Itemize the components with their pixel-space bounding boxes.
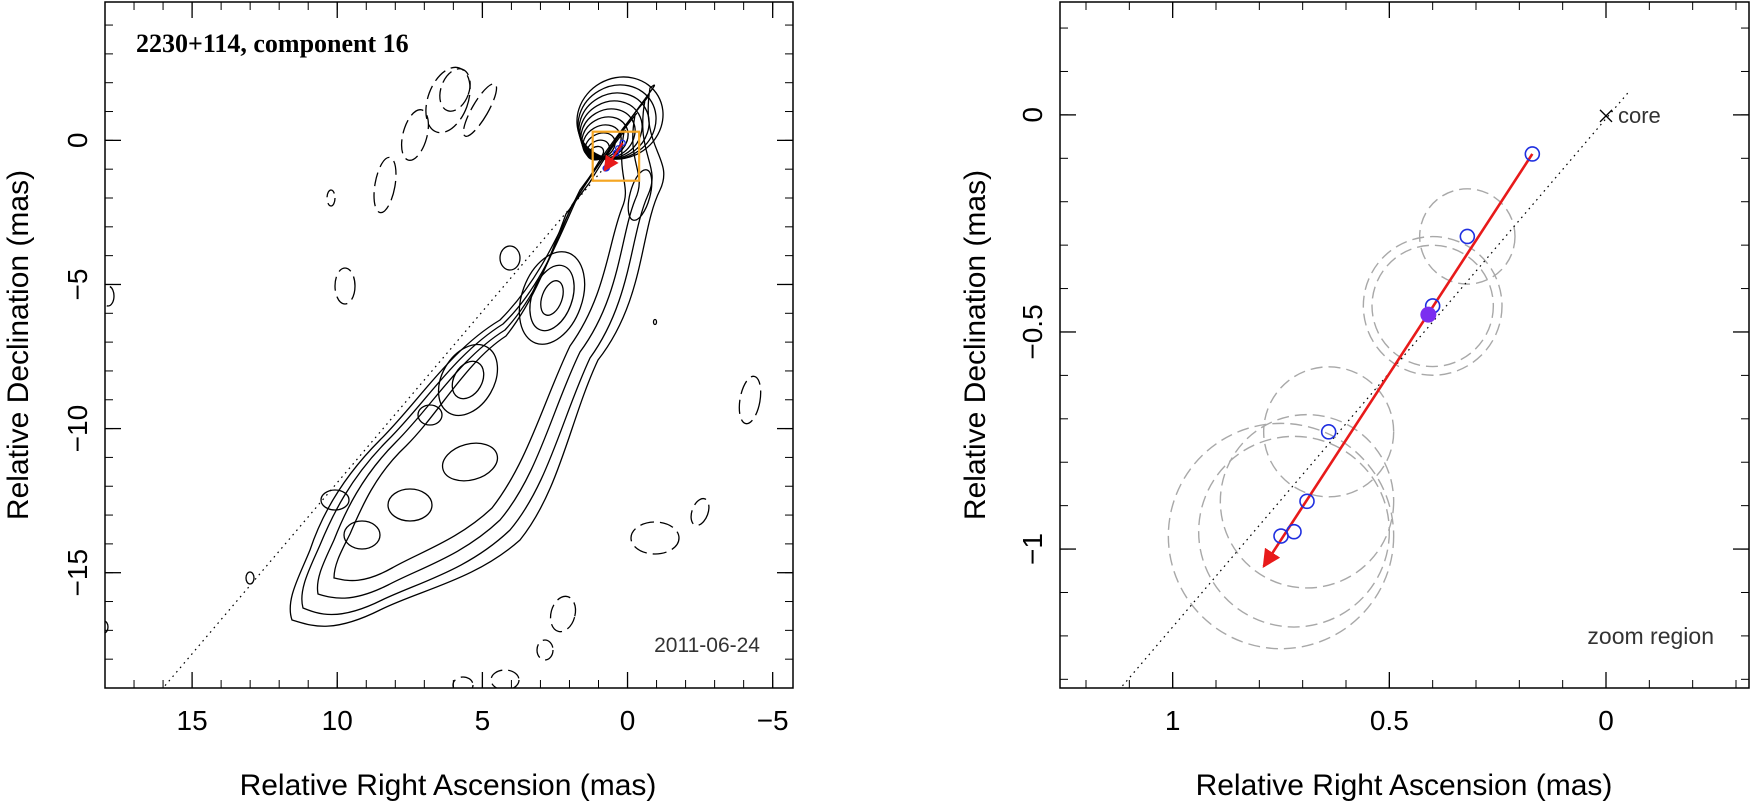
right-jet-axis-line [1120, 92, 1629, 688]
left-jet-axis-line [162, 139, 628, 689]
left-chart-title: 2230+114, component 16 [136, 29, 409, 58]
right-y-tick-label: 0 [1017, 107, 1048, 123]
right-position-circle [1262, 366, 1395, 498]
right-axis-ticks [1060, 2, 1749, 688]
right-x-axis-label: Relative Right Ascension (mas) [1196, 769, 1613, 802]
left-y-tick-label: 0 [62, 133, 93, 149]
right-y-tick-label: −0.5 [1017, 304, 1048, 359]
left-component-point [619, 139, 626, 147]
right-y-tick-label: −1 [1017, 533, 1048, 565]
left-x-tick-label: 5 [475, 705, 491, 736]
right-position-circle [1167, 422, 1395, 650]
left-x-tick-label: −5 [757, 705, 789, 736]
left-x-tick-label: 15 [177, 705, 208, 736]
left-y-tick-label: −15 [62, 549, 93, 597]
left-x-tick-label: 0 [620, 705, 636, 736]
right-tick-labels: 1 0.5 0 0 −0.5 −1 [1017, 107, 1614, 736]
left-panel: 15 10 5 0 −5 0 −5 −10 −15 2230+114, component 16… [2, 1, 794, 802]
right-component-points [1273, 146, 1541, 544]
right-component-point [1459, 228, 1476, 245]
right-plot-frame [1059, 1, 1750, 689]
right-x-tick-label: 1 [1165, 705, 1181, 736]
left-x-tick-label: 10 [322, 705, 353, 736]
right-panel: core 1 0.5 0 0 −0.5 −1 zoom region Relative R… [959, 1, 1750, 802]
right-mean-position [1420, 306, 1437, 323]
contour-map [105, 66, 762, 688]
left-plot-frame [104, 1, 794, 689]
left-x-axis-label: Relative Right Ascension (mas) [240, 769, 657, 802]
right-component-point [1524, 146, 1541, 162]
right-x-tick-label: 0 [1598, 705, 1614, 736]
right-position-circle [1418, 188, 1516, 285]
right-motion-vector [1262, 153, 1534, 568]
right-component-point [1299, 493, 1315, 510]
right-position-circles [1167, 188, 1516, 650]
right-component-point [1273, 528, 1289, 544]
left-tick-labels: 15 10 5 0 −5 0 −5 −10 −15 [62, 133, 789, 736]
right-component-point [1320, 424, 1337, 440]
left-y-tick-label: −10 [62, 405, 93, 453]
left-zoom-box [591, 130, 641, 182]
right-position-circle [1219, 413, 1395, 589]
left-y-axis-label: Relative Declination (mas) [2, 170, 35, 520]
right-zoom-region-label: zoom region [1587, 623, 1714, 649]
left-motion-vector [603, 142, 624, 172]
left-y-tick-label: −5 [62, 269, 93, 301]
right-y-axis-label: Relative Declination (mas) [959, 170, 992, 520]
right-position-circle [1362, 235, 1503, 376]
right-position-circle [1371, 244, 1495, 368]
right-position-circle [1197, 435, 1391, 628]
left-date-label: 2011-06-24 [654, 634, 760, 657]
core-label: core [1618, 103, 1661, 128]
right-x-tick-label: 0.5 [1370, 705, 1409, 736]
right-component-point [1286, 523, 1302, 540]
left-axis-ticks [104, 2, 793, 689]
core-marker [1599, 109, 1613, 123]
